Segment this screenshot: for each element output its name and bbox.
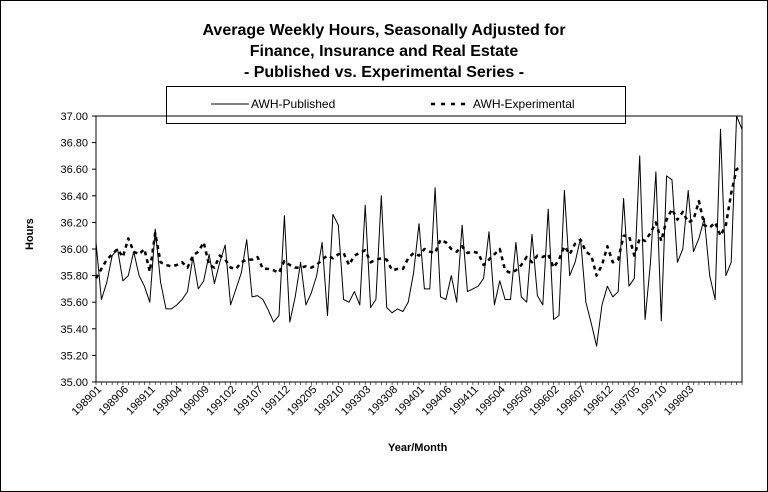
y-tick-label: 36.80 <box>60 138 88 150</box>
x-tick-label: 199406 <box>420 384 454 418</box>
x-tick-label: 199803 <box>662 384 696 418</box>
x-tick-label: 199107 <box>231 384 265 418</box>
y-tick-label: 37.00 <box>60 111 88 123</box>
x-tick-label: 198906 <box>97 384 131 418</box>
y-tick-label: 35.00 <box>60 377 88 389</box>
plot-area-border <box>95 115 743 383</box>
chart-subtitle-line-3: - Published vs. Experimental Series - <box>243 64 525 81</box>
legend-label-experimental: AWH-Experimental <box>473 97 575 111</box>
y-tick-label: 35.60 <box>60 297 88 309</box>
legend-swatches <box>211 102 469 106</box>
y-tick-label: 36.20 <box>60 217 88 229</box>
legend-label-published: AWH-Published <box>251 97 336 111</box>
chart-title: Average Weekly Hours, Seasonally Adjuste… <box>202 22 566 39</box>
chart-legend: AWH-Published AWH-Experimental <box>166 86 626 124</box>
y-axis-title: Hours <box>24 218 36 250</box>
x-axis-title: Year/Month <box>388 442 448 454</box>
y-tick-label: 35.20 <box>60 350 88 362</box>
y-tick-label: 36.00 <box>60 244 88 256</box>
chart-subtitle-line-2: Finance, Insurance and Real Estate <box>249 43 519 60</box>
y-tick-label: 36.60 <box>60 164 88 176</box>
series-line-published <box>95 115 743 347</box>
y-tick-label: 35.40 <box>60 324 88 336</box>
y-tick-label: 35.80 <box>60 271 88 283</box>
y-tick-label: 36.40 <box>60 191 88 203</box>
series-line-experimental <box>94 165 743 279</box>
